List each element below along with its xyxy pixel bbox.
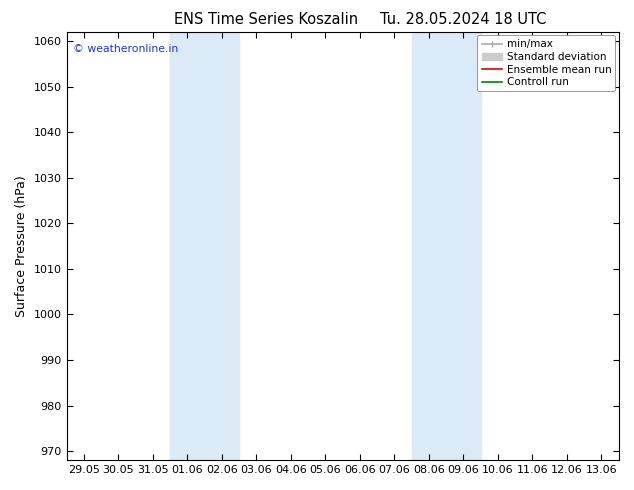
Legend: min/max, Standard deviation, Ensemble mean run, Controll run: min/max, Standard deviation, Ensemble me… xyxy=(477,35,616,92)
Text: ENS Time Series Koszalin: ENS Time Series Koszalin xyxy=(174,12,358,27)
Text: © weatheronline.in: © weatheronline.in xyxy=(73,44,178,54)
Text: Tu. 28.05.2024 18 UTC: Tu. 28.05.2024 18 UTC xyxy=(380,12,546,27)
Y-axis label: Surface Pressure (hPa): Surface Pressure (hPa) xyxy=(15,175,28,317)
Bar xyxy=(411,32,481,460)
Bar xyxy=(170,32,239,460)
